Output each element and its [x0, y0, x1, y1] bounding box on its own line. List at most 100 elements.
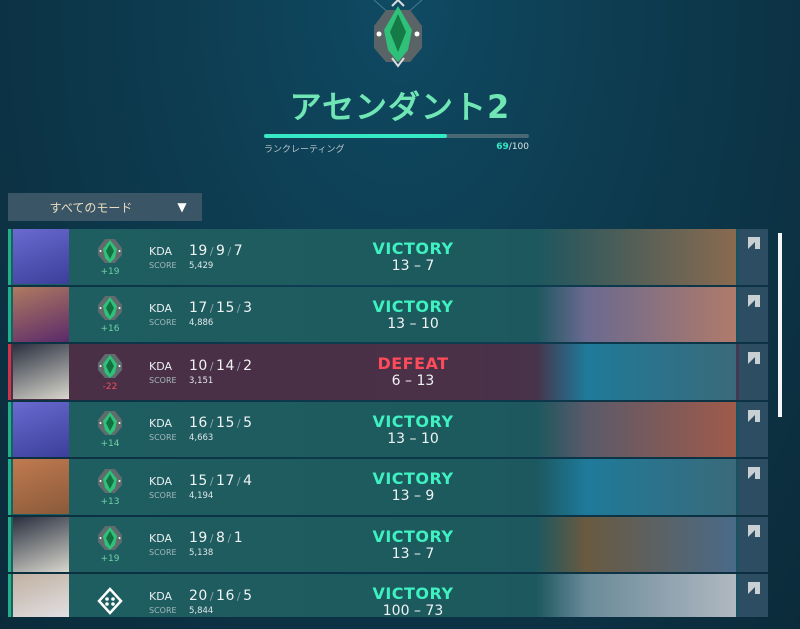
kills: 15: [189, 472, 208, 489]
enemy-score: 10: [420, 315, 439, 332]
expand-icon: [748, 582, 760, 594]
score-label: SCORE: [149, 433, 177, 443]
rank-change: +13: [81, 467, 139, 507]
kills: 19: [189, 242, 208, 259]
rank-change: +19: [81, 524, 139, 564]
round-score: 6 – 13: [391, 373, 435, 390]
agent-portrait: [13, 344, 69, 400]
expand-icon: [748, 294, 760, 307]
rank-change: +14: [81, 409, 139, 449]
rr-change: +16: [100, 324, 120, 335]
rank-rating-value: 69/100: [480, 142, 529, 152]
map-thumbnail: [536, 459, 736, 515]
kda-value: 15/17/4: [189, 472, 253, 489]
rank-icon: [98, 238, 122, 263]
kills: 16: [189, 415, 208, 432]
match-stats: KDA 19/9/7 SCORE 5,429: [149, 243, 349, 271]
round-score: 13 – 10: [387, 315, 439, 332]
score-label: SCORE: [149, 490, 177, 500]
expand-match-button[interactable]: [739, 574, 768, 617]
deaths: 8: [216, 530, 226, 547]
rank-rating-label: ランクレーティング: [264, 145, 345, 155]
score-label: SCORE: [149, 605, 177, 615]
deaths: 16: [216, 587, 235, 604]
kda-label: KDA: [149, 359, 173, 373]
round-score: 100 – 73: [353, 603, 473, 617]
mode-filter-label: すべてのモード: [49, 200, 133, 215]
match-stats: KDA 20/16/5 SCORE 5,844: [149, 588, 349, 616]
match-stats: KDA 15/17/4 SCORE 4,194: [149, 473, 349, 501]
enemy-score: 13: [416, 373, 435, 390]
deaths: 9: [216, 242, 226, 259]
score-label: SCORE: [149, 375, 177, 385]
kda-label: KDA: [149, 474, 173, 488]
match-row[interactable]: +13 KDA 15/17/4 SCORE 4,194 VICTORY 13 – …: [8, 459, 768, 515]
rank-icon: [98, 296, 122, 321]
caret-down-icon: ▼: [177, 200, 187, 214]
map-thumbnail: [536, 401, 736, 457]
kda-label: KDA: [149, 244, 173, 258]
match-stats: KDA 19/8/1 SCORE 5,138: [149, 530, 349, 558]
deaths: 15: [216, 300, 235, 317]
expand-match-button[interactable]: [739, 344, 768, 400]
score-label: SCORE: [149, 318, 177, 328]
match-result: VICTORY 13 – 7: [353, 239, 473, 274]
mode-filter-dropdown[interactable]: すべてのモード ▼: [8, 193, 202, 221]
match-row[interactable]: +19 KDA 19/9/7 SCORE 5,429 VICTORY 13 – 7: [8, 229, 768, 285]
match-row[interactable]: -22 KDA 10/14/2 SCORE 3,151 DEFEAT 6 – 13: [8, 344, 768, 400]
expand-icon: [748, 467, 760, 479]
expand-icon: [748, 237, 760, 249]
kills: 20: [189, 587, 208, 604]
round-score: 13 – 7: [391, 545, 435, 562]
expand-match-button[interactable]: [739, 516, 768, 572]
map-thumbnail: [536, 229, 736, 285]
kda-value: 19/9/7: [189, 242, 244, 259]
score-value: 3,151: [189, 375, 214, 386]
kda-value: 17/15/3: [189, 300, 253, 317]
assists: 5: [243, 415, 253, 432]
kda-label: KDA: [149, 302, 173, 316]
enemy-score: 9: [425, 488, 435, 505]
score-value: 5,429: [189, 260, 214, 271]
rr-change: +14: [100, 439, 120, 450]
match-row[interactable]: KDA 20/16/5 SCORE 5,844 VICTORY 100 – 73: [8, 574, 768, 617]
result-label: VICTORY: [372, 526, 454, 546]
expand-match-button[interactable]: [739, 286, 768, 342]
round-score: 13 – 9: [391, 488, 435, 505]
kills: 19: [189, 530, 208, 547]
score-label: SCORE: [149, 260, 177, 270]
score-label: SCORE: [149, 548, 177, 558]
match-row[interactable]: +19 KDA 19/8/1 SCORE 5,138 VICTORY 13 – 7: [8, 516, 768, 572]
rr-change: +13: [100, 496, 120, 507]
team-score: 100: [382, 603, 410, 617]
team-score: 13: [387, 315, 406, 332]
round-score: 13 – 7: [391, 258, 435, 275]
score-value: 4,886: [189, 318, 214, 329]
match-row[interactable]: +14 KDA 16/15/5 SCORE 4,663 VICTORY 13 – …: [8, 401, 768, 457]
match-result: DEFEAT 6 – 13: [353, 354, 473, 389]
expand-match-button[interactable]: [739, 229, 768, 285]
rank-icon: [98, 526, 122, 551]
agent-portrait: [13, 574, 69, 617]
scrollbar[interactable]: [778, 233, 782, 417]
kda-value: 19/8/1: [189, 530, 244, 547]
rank-emblem-icon: [373, 0, 423, 68]
expand-match-button[interactable]: [739, 401, 768, 457]
kills: 17: [189, 300, 208, 317]
match-result: VICTORY 13 – 9: [353, 469, 473, 504]
expand-match-button[interactable]: [739, 459, 768, 515]
team-score: 13: [391, 545, 410, 562]
agent-portrait: [13, 459, 69, 515]
score-value: 5,138: [189, 548, 214, 559]
rank-icon: [98, 411, 122, 436]
map-thumbnail: [536, 574, 736, 617]
match-result: VICTORY 100 – 73: [353, 584, 473, 617]
rr-change: -22: [102, 381, 118, 392]
result-label: VICTORY: [372, 239, 454, 259]
kda-label: KDA: [149, 589, 173, 603]
rank-icon: [98, 468, 122, 493]
enemy-score: 7: [425, 545, 435, 562]
map-thumbnail: [536, 286, 736, 342]
match-row[interactable]: +16 KDA 17/15/3 SCORE 4,886 VICTORY 13 – …: [8, 286, 768, 342]
rank-rating-fill: [264, 134, 447, 138]
